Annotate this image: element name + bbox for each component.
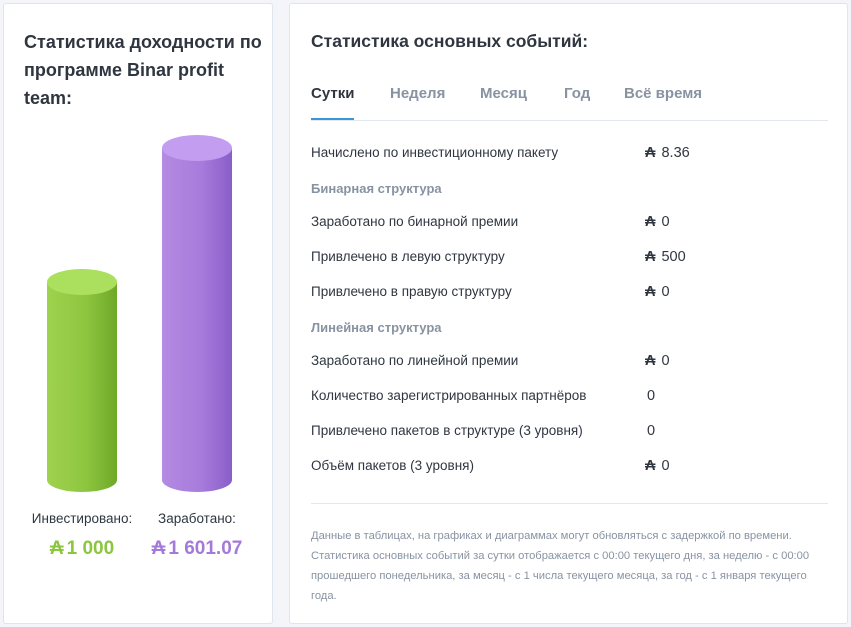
profit-cylinder-chart [47,135,232,492]
section-binary-structure: Бинарная структура [311,181,442,196]
stat-amount: 0 [661,458,670,474]
invested-amount: 1 000 [66,538,115,559]
stat-amount: 8.36 [661,145,690,161]
currency-icon: ₳ [645,249,656,265]
stat-row-packages-volume: Объём пакетов (3 уровня) ₳ 0 [311,458,831,478]
stat-row-packages-in-structure: Привлечено пакетов в структуре (3 уровня… [311,423,831,443]
stat-value: 0 [647,388,656,404]
stat-label: Начислено по инвестиционному пакету [311,145,559,160]
currency-icon: ₳ [151,538,166,559]
section-linear-structure: Линейная структура [311,320,442,335]
tab-week[interactable]: Неделя [390,85,446,102]
invested-value: ₳ 1 000 [17,538,147,560]
stat-value: ₳ 0 [645,214,670,230]
stat-label: Количество зарегистрированных партнёров [311,388,587,403]
profit-stats-card: Статистика доходности по программе Binar… [3,3,273,624]
currency-icon: ₳ [645,145,656,161]
profit-stats-title: Статистика доходности по программе Binar… [24,32,262,108]
stat-value: ₳ 8.36 [645,145,690,161]
stat-row-registered-partners: Количество зарегистрированных партнёров … [311,388,831,408]
stat-label: Заработано по линейной премии [311,353,519,368]
earned-label: Заработано: [158,511,236,526]
stat-label: Объём пакетов (3 уровня) [311,458,474,473]
stat-value: ₳ 0 [645,353,670,369]
invested-label: Инвестировано: [31,511,133,526]
stat-amount: 0 [661,214,670,230]
stat-label: Привлечено в левую структуру [311,249,505,264]
currency-icon: ₳ [49,538,64,559]
stat-row-linear-bonus: Заработано по линейной премии ₳ 0 [311,353,831,373]
stat-value: 0 [647,423,656,439]
stat-row-investment-accrued: Начислено по инвестиционному пакету ₳ 8.3… [311,145,831,165]
footer-divider [311,503,828,504]
stat-row-left-structure: Привлечено в левую структуру ₳ 500 [311,249,831,269]
stat-label: Привлечено пакетов в структуре (3 уровня… [311,423,583,438]
currency-icon: ₳ [645,353,656,369]
invested-cylinder [47,269,117,492]
earned-amount: 1 601.07 [168,538,243,559]
tab-all-time[interactable]: Всё время [624,85,703,102]
currency-icon: ₳ [645,214,656,230]
stat-amount: 0 [661,353,670,369]
events-stats-card: Статистика основных событий: Сутки Недел… [289,3,848,624]
stat-amount: 500 [661,249,686,265]
stat-row-right-structure: Привлечено в правую структуру ₳ 0 [311,284,831,304]
stat-value: ₳ 0 [645,458,670,474]
tab-year[interactable]: Год [564,85,591,102]
currency-icon: ₳ [645,284,656,300]
stat-value: ₳ 500 [645,249,686,265]
stat-label: Привлечено в правую структуру [311,284,512,299]
tab-day[interactable]: Сутки [311,84,355,120]
tab-month[interactable]: Месяц [480,85,527,102]
earned-cylinder [162,135,232,492]
stat-amount: 0 [661,284,670,300]
data-delay-note: Данные в таблицах, на графиках и диаграм… [311,530,810,602]
events-stats-title: Статистика основных событий: [311,31,589,51]
currency-icon: ₳ [645,458,656,474]
stat-row-binary-bonus: Заработано по бинарной премии ₳ 0 [311,214,831,234]
tabs-divider [311,120,828,121]
stat-label: Заработано по бинарной премии [311,214,519,229]
earned-value: ₳ 1 601.07 [132,538,262,560]
stat-value: ₳ 0 [645,284,670,300]
